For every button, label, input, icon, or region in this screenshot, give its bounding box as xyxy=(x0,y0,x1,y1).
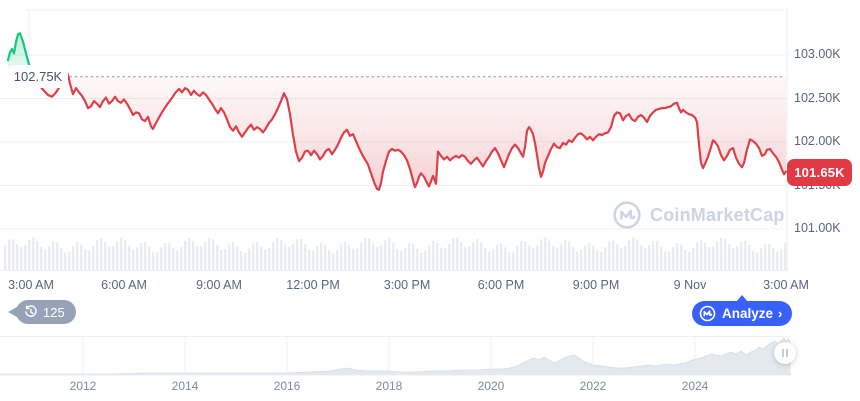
x-axis-label: 6:00 PM xyxy=(477,278,525,292)
x-axis-label: 3:00 AM xyxy=(8,278,54,292)
history-count-badge[interactable]: 125 xyxy=(8,300,76,324)
y-axis-label: 102.50K xyxy=(794,90,841,105)
year-label: 2016 xyxy=(273,379,301,393)
coinmarketcap-logo-icon xyxy=(699,305,716,322)
y-axis-label: 103.00K xyxy=(794,47,841,61)
watermark-text: CoinMarketCap xyxy=(650,204,785,225)
badge-tail xyxy=(8,307,17,317)
current-price-badge: 101.65K xyxy=(787,159,852,186)
x-axis-label: 9 Nov xyxy=(673,278,707,292)
x-axis-label: 3:00 PM xyxy=(383,278,431,292)
year-label: 2022 xyxy=(579,379,607,393)
coinmarketcap-watermark: CoinMarketCap xyxy=(612,200,785,230)
history-count-label: 125 xyxy=(43,304,65,320)
year-label: 2014 xyxy=(171,379,199,393)
drag-handle-icon xyxy=(782,349,784,357)
y-axis-label: 102.00K xyxy=(794,134,841,148)
volume-bars-layer xyxy=(4,237,787,270)
chevron-right-icon: › xyxy=(778,306,783,321)
y-axis-label: 101.00K xyxy=(794,221,841,235)
analyze-button[interactable]: Analyze › xyxy=(692,295,793,326)
x-axis-label: 9:00 AM xyxy=(196,278,242,292)
analyze-label: Analyze xyxy=(722,306,774,321)
open-price-label: 102.75K xyxy=(8,65,68,88)
navigator-handle[interactable] xyxy=(774,342,796,364)
x-axis-label: 9:00 PM xyxy=(572,278,620,292)
x-axis-label: 12:00 PM xyxy=(286,278,340,292)
year-label: 2012 xyxy=(69,379,97,393)
history-clock-icon xyxy=(25,305,37,317)
coinmarketcap-logo-icon xyxy=(613,201,641,229)
year-label: 2018 xyxy=(375,379,403,393)
button-tail xyxy=(736,295,748,302)
x-axis-label: 6:00 AM xyxy=(101,278,147,292)
area-fill-layer xyxy=(8,33,786,190)
x-axis-label: 3:00 AM xyxy=(763,278,809,292)
range-navigator-layer[interactable] xyxy=(0,336,791,376)
year-label: 2020 xyxy=(477,379,505,393)
year-label: 2024 xyxy=(681,379,709,393)
